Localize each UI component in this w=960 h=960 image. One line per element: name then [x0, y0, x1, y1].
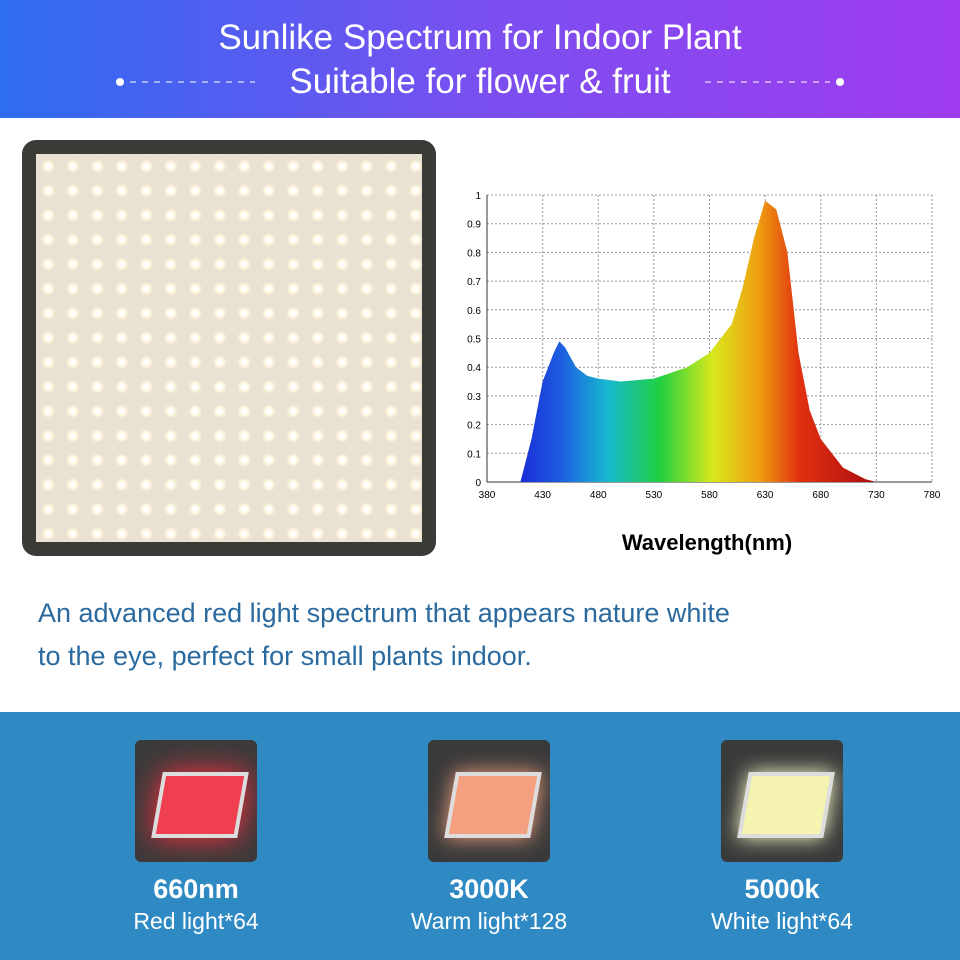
description: An advanced red light spectrum that appe… [38, 592, 730, 678]
y-tick-label: 0.6 [467, 306, 481, 317]
led-value: 3000K [449, 874, 529, 904]
y-tick-label: 0.1 [467, 449, 481, 460]
decor [116, 78, 844, 86]
spectrum-chart: 0 0.1 0.2 0.3 0.4 0.5 0.6 0.7 0.8 0.9 1 380 430 480 53… [467, 191, 941, 555]
x-tick-label: 530 [646, 490, 663, 501]
y-tick-label: 0.8 [467, 248, 481, 259]
y-tick-label: 0.5 [467, 335, 481, 346]
x-tick-label: 630 [757, 490, 774, 501]
title: Sunlike Spectrum for Indoor Plant [218, 18, 742, 57]
y-tick-label: 0.4 [467, 363, 481, 374]
led-types: 660nm Red light*64 3000K Warm light*128 … [0, 712, 960, 960]
led-label: Red light*64 [133, 908, 259, 934]
led-label: Warm light*128 [410, 908, 568, 934]
light-panel [22, 140, 436, 556]
subtitle: Suitable for flower & fruit [289, 62, 671, 101]
y-tick-label: 0.2 [467, 421, 481, 432]
x-tick-label: 580 [701, 490, 718, 501]
led-icon [721, 740, 843, 862]
led-icon [428, 740, 550, 862]
x-tick-label: 380 [479, 490, 496, 501]
y-tick-label: 0.9 [467, 220, 481, 231]
header: Sunlike Spectrum for Indoor Plant Suitab… [0, 0, 960, 118]
spectrum-area [520, 200, 877, 483]
x-tick-label: 680 [812, 490, 829, 501]
led-value: 660nm [153, 874, 239, 904]
description-line: to the eye, perfect for small plants ind… [38, 641, 532, 671]
y-tick-label: 0 [475, 478, 481, 489]
x-tick-label: 780 [924, 490, 941, 501]
x-tick-label: 430 [534, 490, 551, 501]
x-tick-label: 480 [590, 490, 607, 501]
led-grid [36, 154, 422, 542]
y-tick-label: 1 [475, 191, 481, 202]
x-tick-label: 730 [868, 490, 885, 501]
x-axis-title: Wavelength(nm) [622, 530, 792, 555]
led-value: 5000k [744, 874, 820, 904]
led-label: White light*64 [711, 908, 853, 934]
description-line: An advanced red light spectrum that appe… [38, 598, 730, 628]
led-icon [135, 740, 257, 862]
y-tick-label: 0.3 [467, 392, 481, 403]
y-tick-label: 0.7 [467, 277, 481, 288]
